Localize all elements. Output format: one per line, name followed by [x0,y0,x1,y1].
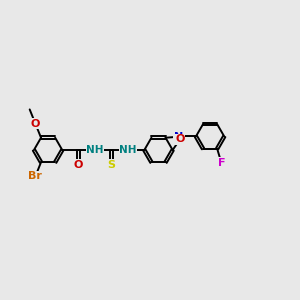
Text: S: S [107,160,116,170]
Text: NH: NH [119,145,137,155]
Text: O: O [31,118,40,129]
Text: Br: Br [28,171,42,182]
Text: O: O [175,134,185,144]
Text: N: N [174,132,183,142]
Text: O: O [74,160,83,170]
Text: F: F [218,158,225,168]
Text: NH: NH [86,145,104,155]
